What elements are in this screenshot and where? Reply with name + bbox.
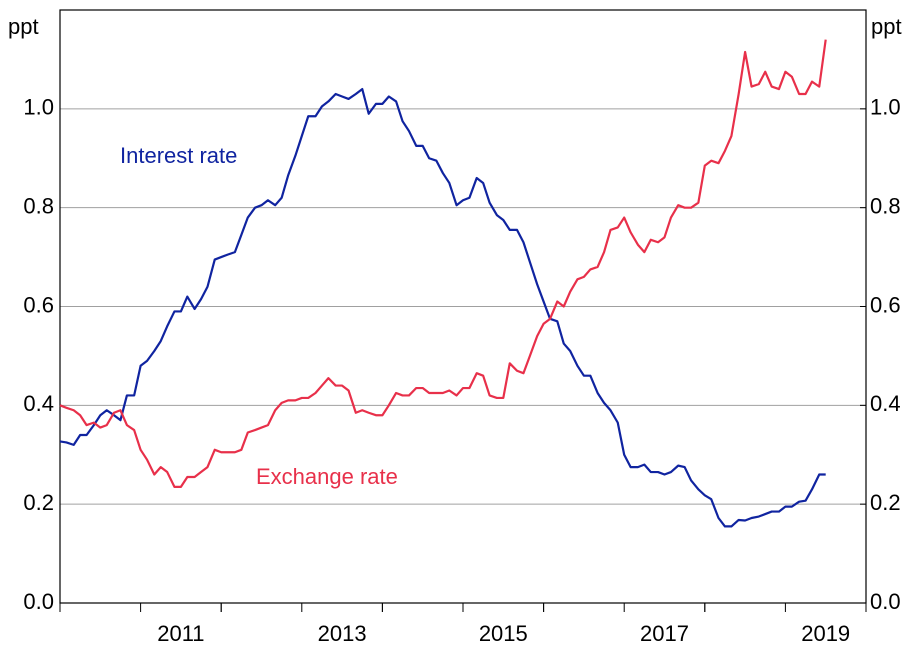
- y-tick-label: 0.8: [23, 193, 54, 218]
- y2-tick-label: 0.6: [870, 292, 901, 317]
- y2-tick-label: 0.8: [870, 193, 901, 218]
- series-label: Exchange rate: [256, 464, 398, 489]
- y2-axis-label: ppt: [871, 14, 902, 39]
- y-tick-label: 0.4: [23, 391, 54, 416]
- y-tick-label: 0.2: [23, 490, 54, 515]
- x-tick-label: 2015: [479, 621, 528, 646]
- y2-tick-label: 0.2: [870, 490, 901, 515]
- y2-tick-label: 0.4: [870, 391, 901, 416]
- y-tick-label: 1.0: [23, 95, 54, 120]
- y2-tick-label: 0.0: [870, 589, 901, 614]
- x-tick-label: 2019: [801, 621, 850, 646]
- x-tick-label: 2013: [318, 621, 367, 646]
- plot-frame: [59, 9, 867, 604]
- series-line: [59, 87, 826, 528]
- series-label: Interest rate: [120, 143, 237, 168]
- y-tick-label: 0.0: [23, 589, 54, 614]
- x-tick-label: 2017: [640, 621, 689, 646]
- series-line: [59, 39, 827, 488]
- y-axis-label: ppt: [8, 14, 39, 39]
- x-tick-label: 2011: [157, 621, 204, 646]
- y2-tick-label: 1.0: [870, 95, 901, 120]
- y-tick-label: 0.6: [23, 292, 54, 317]
